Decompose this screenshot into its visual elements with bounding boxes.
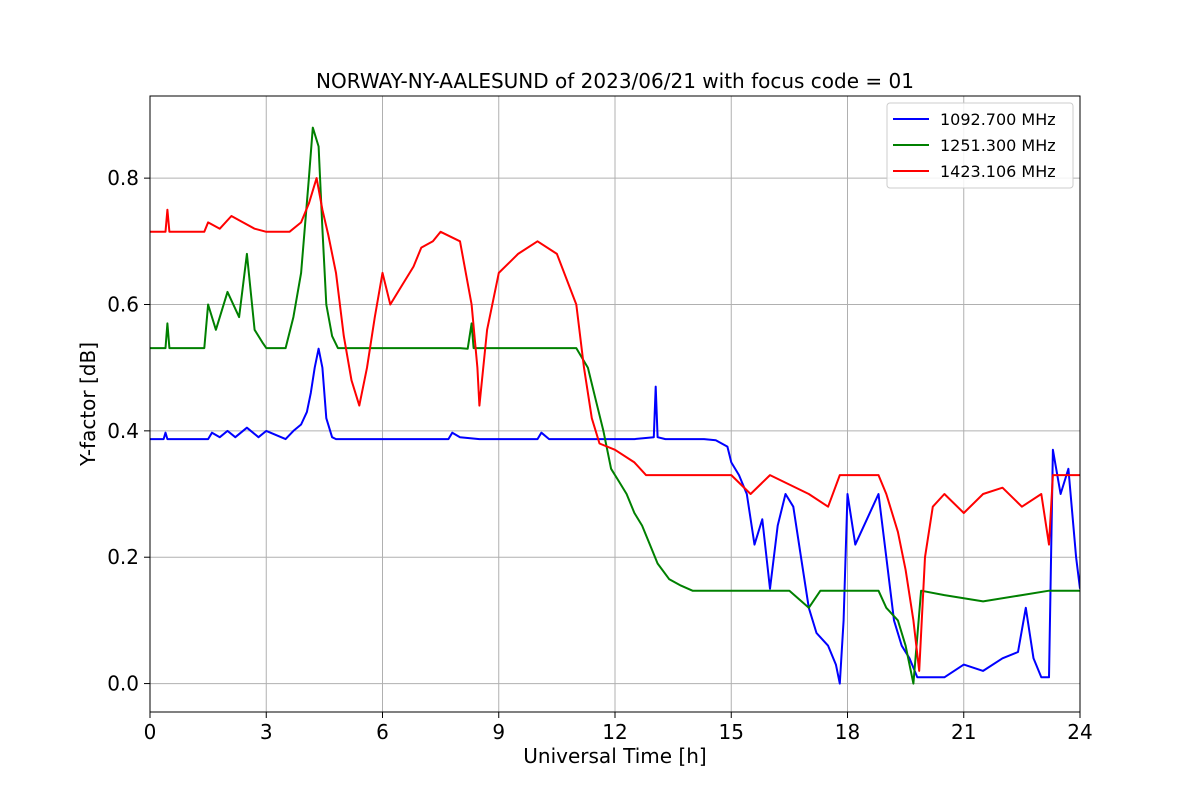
y-tick-label: 0.4 xyxy=(107,419,139,443)
y-tick-label: 0.2 xyxy=(107,545,139,569)
legend-label-1: 1092.700 MHz xyxy=(940,110,1056,129)
series-lines xyxy=(150,126,1080,685)
chart-title: NORWAY-NY-AALESUND of 2023/06/21 with fo… xyxy=(316,69,914,93)
y-tick-label: 0.8 xyxy=(107,166,139,190)
x-tick-label: 12 xyxy=(602,720,627,744)
legend-box xyxy=(886,102,1074,189)
y-tick-label: 0.0 xyxy=(107,672,139,696)
x-tick-label: 21 xyxy=(951,720,976,744)
x-tick-label: 18 xyxy=(835,720,860,744)
x-tick-label: 6 xyxy=(376,720,389,744)
x-tick-label: 15 xyxy=(719,720,744,744)
legend-label-2: 1251.300 MHz xyxy=(940,136,1056,155)
x-tick-label: 0 xyxy=(144,720,157,744)
x-tick-label: 9 xyxy=(492,720,505,744)
y-axis-label: Y-factor [dB] xyxy=(76,342,100,467)
legend-label-3: 1423.106 MHz xyxy=(940,162,1056,181)
series-line-3 xyxy=(150,177,1080,672)
x-tick-label: 3 xyxy=(260,720,273,744)
legend: 1092.700 MHz 1251.300 MHz 1423.106 MHz xyxy=(886,102,1074,189)
x-tick-label: 24 xyxy=(1067,720,1092,744)
series-line-2 xyxy=(150,126,1080,685)
axis-ticks: 0 3 6 9 12 15 18 21 24 0.0 0.2 0.4 0.6 0.8 xyxy=(107,166,1093,744)
y-tick-label: 0.6 xyxy=(107,292,139,316)
series-line-1 xyxy=(150,347,1080,685)
x-axis-label: Universal Time [h] xyxy=(523,744,706,768)
